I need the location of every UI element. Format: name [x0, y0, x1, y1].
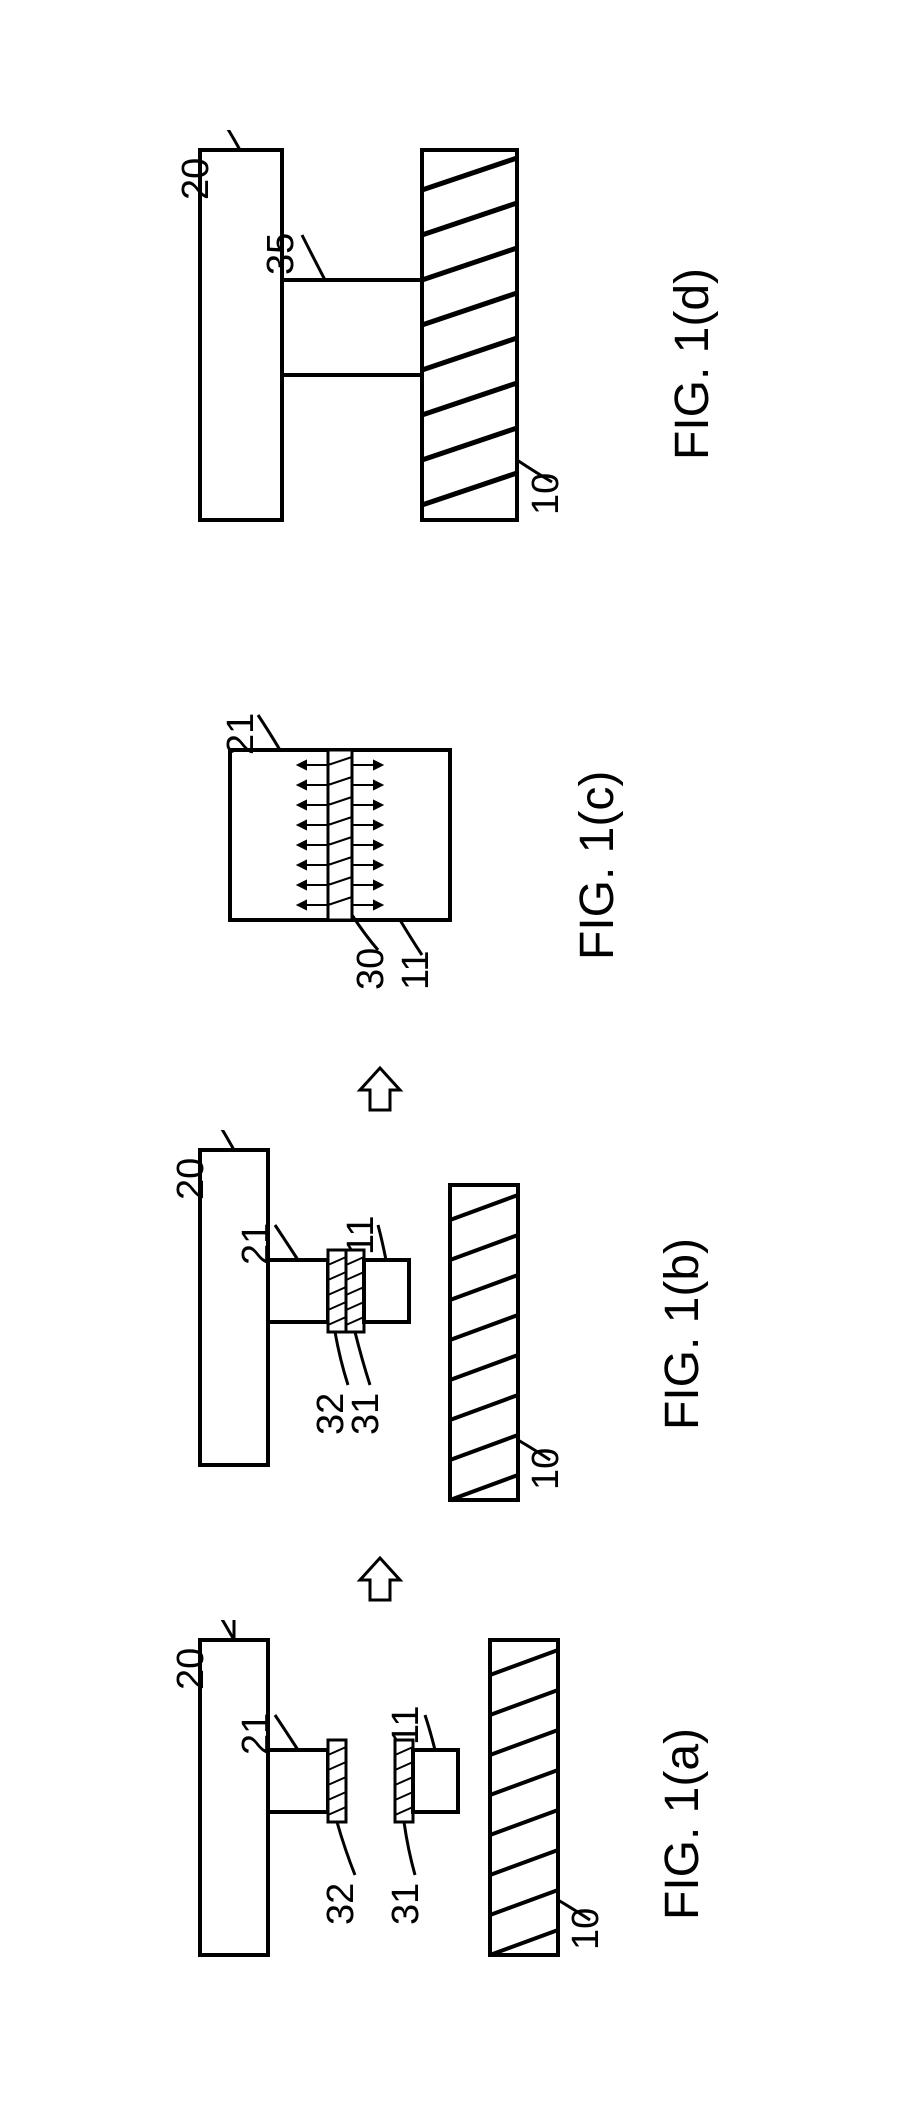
caption-1b: FIG. 1(b): [655, 1238, 710, 1430]
label-20: 20: [170, 1158, 213, 1200]
figure-1b: 20 21 32 31 11 10 FIG. 1(b): [190, 1130, 750, 1550]
label-21: 21: [235, 1713, 278, 1755]
base-10: [490, 1640, 558, 1955]
label-10: 10: [525, 1448, 568, 1490]
metal-32: [328, 1740, 346, 1822]
label-11: 11: [340, 1216, 383, 1255]
leader-21: [275, 1715, 298, 1750]
bond-30: [328, 750, 352, 920]
leader-35: [302, 235, 325, 280]
leader-32: [337, 1822, 355, 1875]
caption-1d: FIG. 1(d): [665, 268, 720, 460]
pillar-21: [268, 1750, 328, 1812]
label-11: 11: [385, 1706, 428, 1745]
metal-31: [346, 1250, 364, 1332]
transition-arrow-ab: [350, 1550, 410, 1610]
leader-31: [404, 1822, 415, 1875]
figure-1d: 20 35 10 FIG. 1(d): [190, 130, 750, 630]
label-30: 30: [350, 948, 393, 990]
page-root: 20 21 32 31 11 10 FIG. 1(a): [0, 0, 903, 2122]
label-21c: 21: [220, 713, 263, 755]
base-10: [422, 150, 517, 520]
label-10d: 10: [525, 473, 568, 515]
metal-32: [328, 1250, 346, 1332]
caption-1a: FIG. 1(a): [655, 1728, 710, 1920]
label-31: 31: [345, 1393, 388, 1435]
metal-31: [395, 1740, 413, 1822]
transition-arrow-bc: [350, 1060, 410, 1120]
label-20d: 20: [175, 158, 218, 200]
figure-1a: 20 21 32 31 11 10 FIG. 1(a): [190, 1620, 750, 2040]
label-10: 10: [565, 1908, 608, 1950]
label-20: 20: [170, 1648, 213, 1690]
pillar-35: [282, 280, 422, 375]
base-10: [450, 1185, 518, 1500]
piece-11: [413, 1750, 458, 1812]
label-31: 31: [385, 1883, 428, 1925]
label-21: 21: [235, 1223, 278, 1265]
piece-11: [364, 1260, 409, 1322]
body-20: [200, 150, 282, 520]
label-32: 32: [320, 1883, 363, 1925]
figure-1c: 21 11 30 FIG. 1(c): [190, 690, 750, 1050]
caption-1c: FIG. 1(c): [570, 771, 625, 960]
label-11c: 11: [395, 951, 438, 990]
figure-1c-svg: [190, 690, 750, 1050]
pillar-21: [268, 1260, 328, 1322]
label-35: 35: [260, 233, 303, 275]
